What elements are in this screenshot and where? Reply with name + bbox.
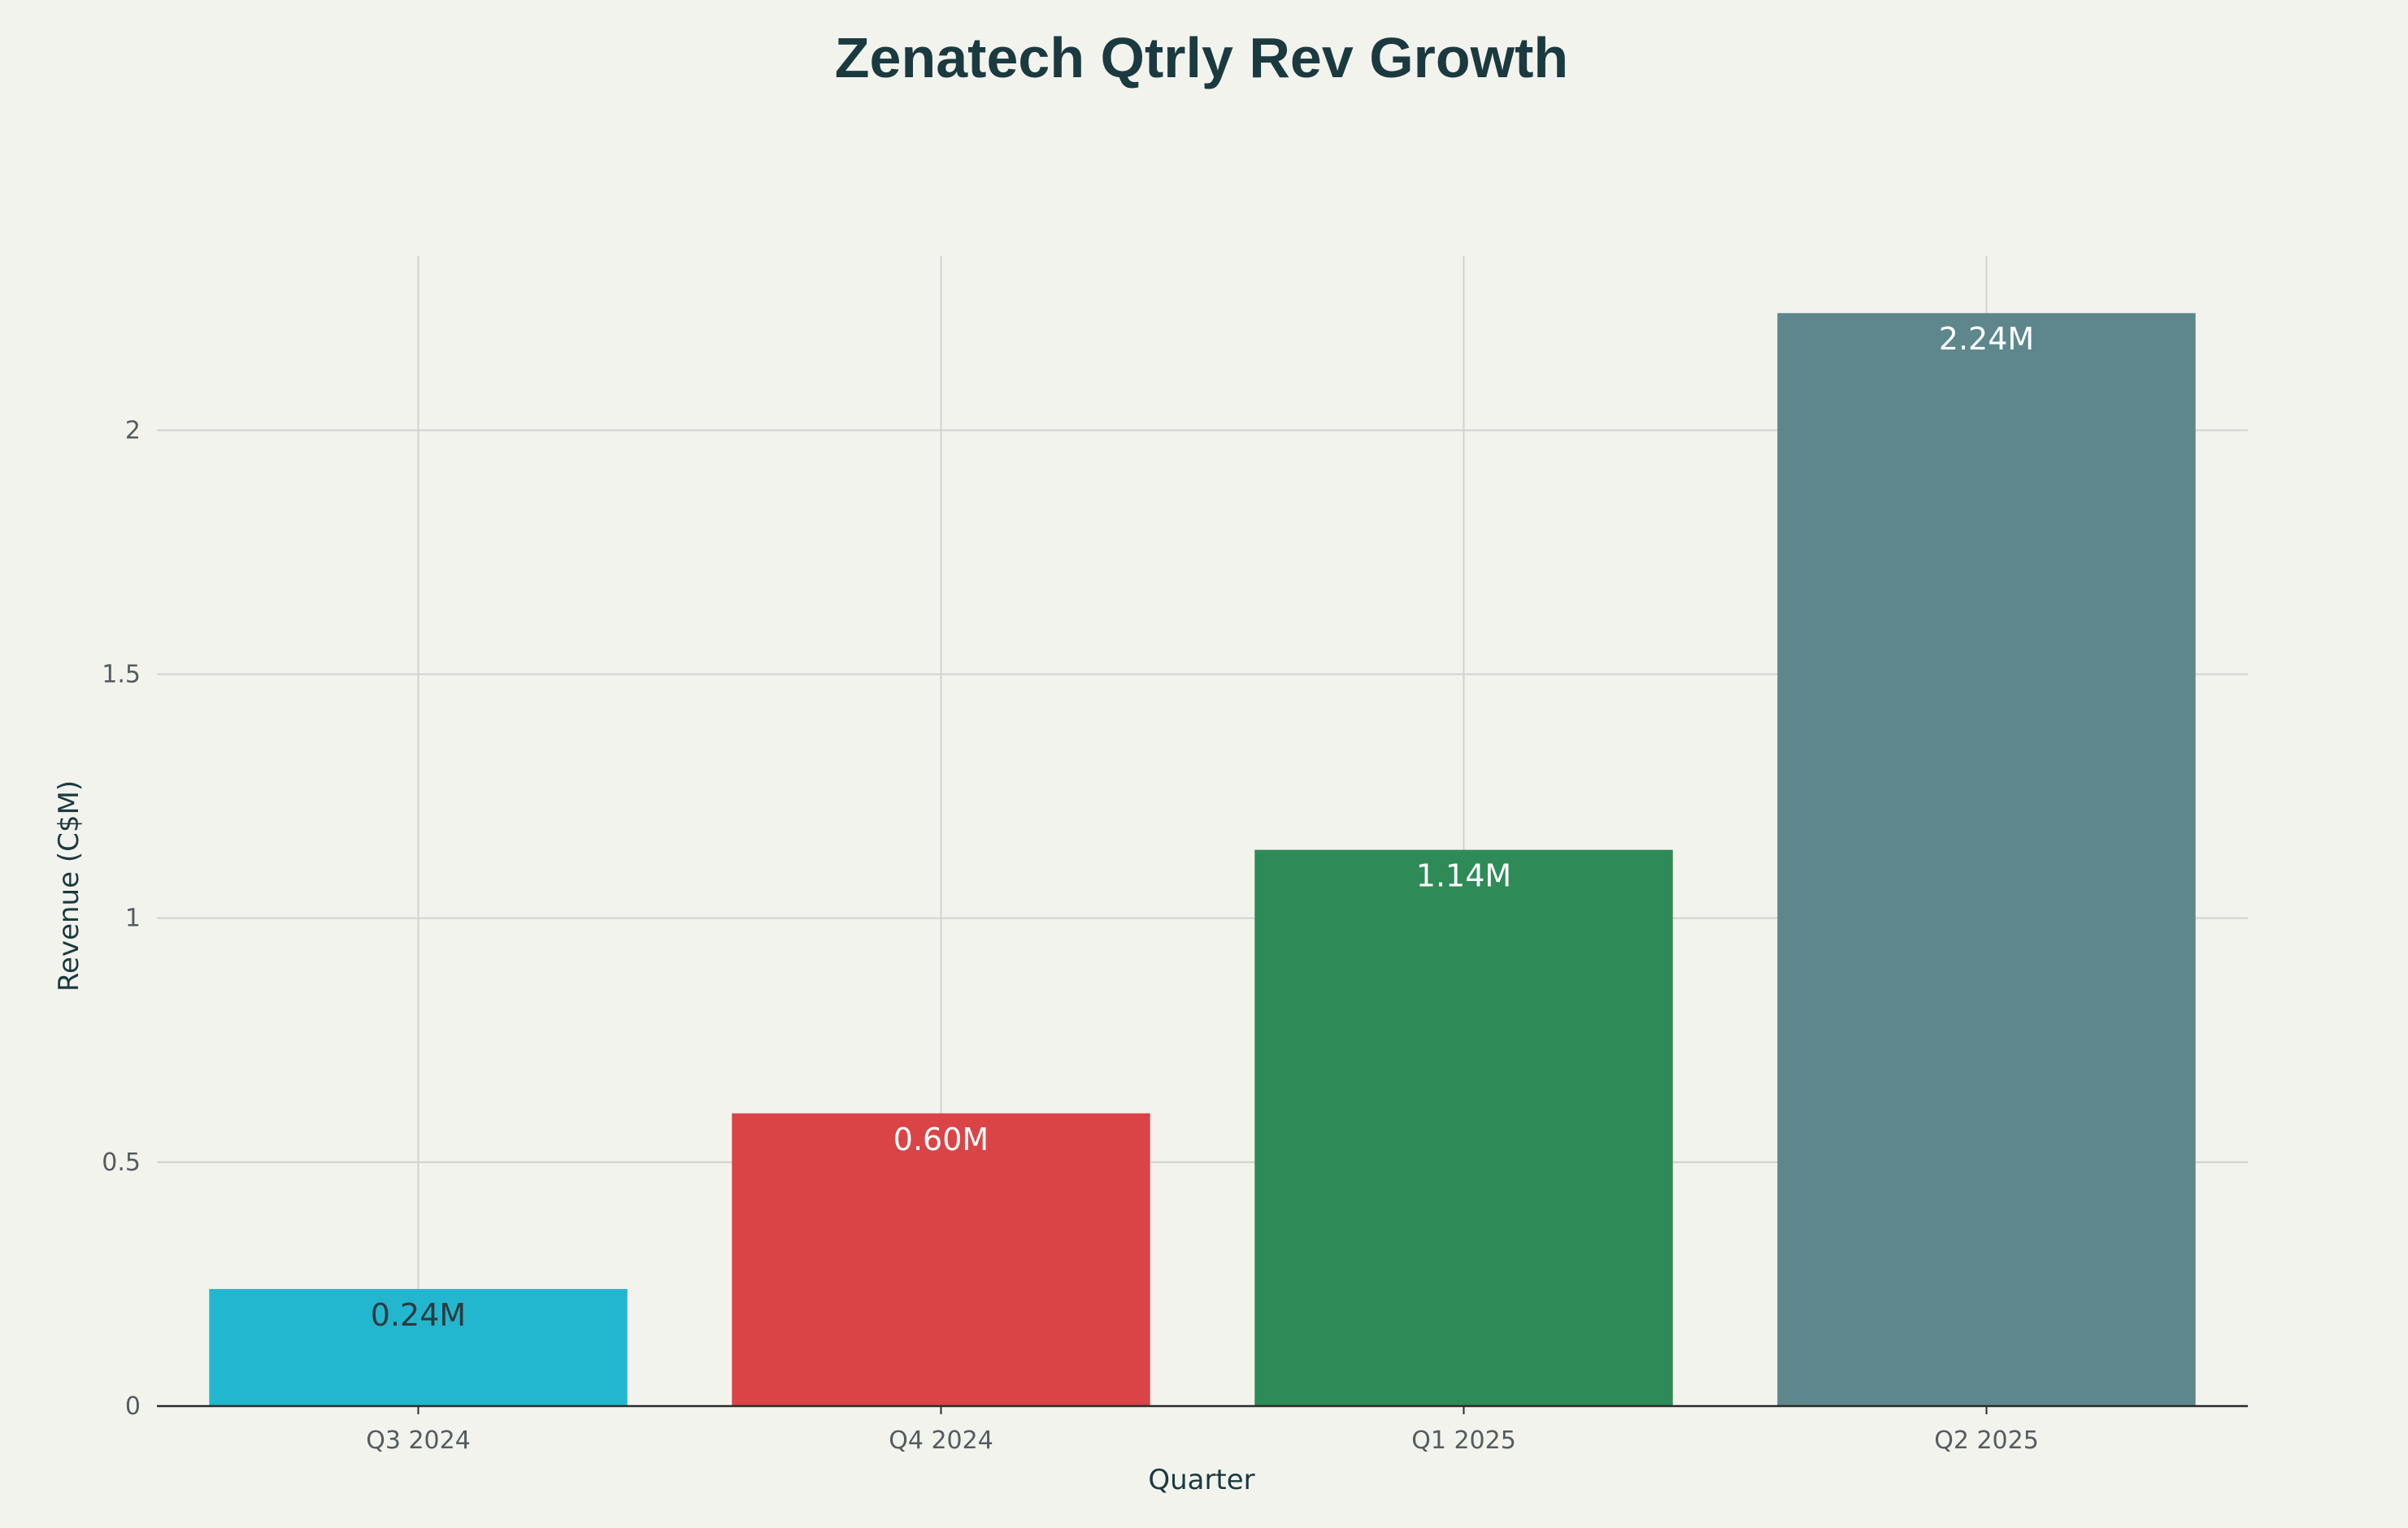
x-tick-label: Q3 2024 [366, 1426, 471, 1455]
bar [1777, 313, 2196, 1406]
y-tick-label: 2 [125, 416, 141, 445]
bar-data-label: 1.14M [1416, 858, 1511, 894]
chart-title: Zenatech Qtrly Rev Growth [835, 26, 1568, 89]
axis-layer: 0 0.5 1 1.5 2 Q3 2024 Q4 2024 Q1 2025 Q2 2025 [102, 416, 2248, 1455]
x-axis-title: Quarter [1148, 1464, 1254, 1496]
bar [209, 1288, 628, 1406]
bar-data-label: 0.60M [893, 1122, 989, 1157]
x-tick-label: Q2 2025 [1934, 1426, 2039, 1455]
y-tick-label: 0 [125, 1392, 141, 1421]
y-axis-title: Revenue (C$M) [53, 780, 85, 992]
y-tick-label: 1 [125, 905, 141, 933]
bar-layer: 0.24M 0.60M 1.14M 2.24M [209, 313, 2196, 1406]
x-tick-label: Q1 2025 [1411, 1426, 1516, 1455]
bar-data-label: 2.24M [1939, 321, 2034, 357]
y-tick-label: 0.5 [102, 1148, 141, 1177]
bar [1254, 849, 1673, 1406]
bar [732, 1113, 1150, 1406]
y-tick-label: 1.5 [102, 660, 141, 688]
bar-data-label: 0.24M [371, 1297, 466, 1333]
x-tick-label: Q4 2024 [889, 1426, 993, 1455]
